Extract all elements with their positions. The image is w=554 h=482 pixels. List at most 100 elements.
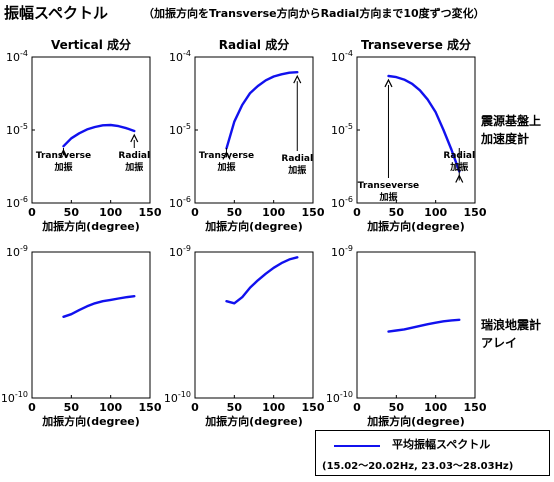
legend-frequency-range: (15.02～20.02Hz, 23.03～28.03Hz) [322, 461, 514, 472]
y-tick-exponent: -4 [183, 49, 191, 58]
y-tick-exponent: -6 [345, 195, 353, 204]
y-tick-label: 10-10 [326, 390, 353, 405]
series-line [225, 70, 299, 150]
sensor-label-array: 瑞浪地震計 アレイ [481, 316, 541, 352]
chart-title: Transeverse 成分 [361, 37, 471, 52]
y-tick-exponent: -6 [20, 195, 28, 204]
y-tick-exponent: -4 [345, 49, 353, 58]
y-tick-base: 10 [331, 197, 345, 210]
x-tick-label: 150 [464, 401, 487, 414]
annotation-label: Transverse [199, 151, 254, 161]
annotation-arrowhead [455, 174, 464, 183]
y-tick-exponent: -6 [183, 195, 191, 204]
y-tick-base: 10 [331, 124, 345, 137]
legend-line-swatch [334, 445, 380, 447]
y-tick-label: 10-4 [6, 49, 28, 64]
sensor-label-line-1: 瑞浪地震計 [481, 318, 542, 332]
y-tick-label: 10-6 [6, 195, 28, 210]
y-tick-base: 10 [1, 392, 15, 405]
y-tick-base: 10 [6, 124, 20, 137]
annotation-arrowhead [222, 151, 231, 160]
y-tick-base: 10 [6, 197, 20, 210]
x-tick-label: 100 [424, 206, 447, 219]
annotation-arrowhead [59, 148, 68, 158]
annotation-arrowhead [384, 78, 393, 88]
annotation-label: 加振 [378, 191, 398, 203]
x-tick-label: 150 [139, 206, 162, 219]
x-tick-label: 100 [99, 401, 122, 414]
x-tick-label: 0 [191, 206, 199, 219]
page-subtitle: （加振方向をTransverse方向からRadial方向まで10度ずつ変化） [143, 7, 485, 20]
series-line [62, 295, 136, 318]
annotation-label: Transverse [36, 151, 91, 161]
series-line [387, 318, 461, 333]
sensor-label-line-1: 震源基盤上 [481, 114, 542, 128]
y-tick-exponent: -4 [20, 49, 28, 58]
legend-title: 平均振幅スペクトル [392, 438, 491, 451]
x-axis-label: 加振方向(degree) [366, 414, 465, 428]
x-tick-label: 0 [28, 401, 36, 414]
annotation-label: 加振 [124, 161, 144, 173]
x-axis-label: 加振方向(degree) [366, 219, 465, 233]
series-line [225, 256, 299, 305]
x-tick-label: 50 [64, 206, 80, 219]
sensor-label-line-2: 加速度計 [481, 132, 530, 146]
y-tick-label: 10-10 [164, 390, 191, 405]
y-tick-label: 10-6 [331, 195, 353, 210]
annotation-label: Radial [443, 151, 475, 161]
series-line [62, 123, 136, 148]
y-tick-label: 10-5 [331, 122, 353, 137]
series-line [387, 74, 461, 173]
y-tick-exponent: -5 [20, 122, 28, 131]
annotation-label: 加振 [216, 161, 236, 173]
plot-frame [356, 251, 476, 399]
annotation-label: Transeverse [358, 181, 419, 191]
annotation-label: 加振 [287, 164, 307, 176]
x-tick-label: 0 [28, 206, 36, 219]
x-tick-label: 50 [227, 206, 243, 219]
y-tick-label: 10-5 [6, 122, 28, 137]
x-axis-label: 加振方向(degree) [204, 219, 303, 233]
y-tick-label: 10-10 [1, 390, 28, 405]
x-tick-label: 150 [464, 206, 487, 219]
y-tick-base: 10 [169, 51, 183, 64]
x-tick-label: 50 [389, 206, 405, 219]
y-tick-exponent: -10 [178, 390, 191, 399]
y-tick-base: 10 [331, 246, 345, 259]
x-tick-label: 0 [353, 206, 361, 219]
y-tick-exponent: -9 [183, 244, 191, 253]
annotation-label: 加振 [53, 161, 73, 173]
y-tick-exponent: -5 [345, 122, 353, 131]
plot-frame [194, 251, 314, 399]
y-tick-label: 10-9 [331, 244, 353, 259]
sensor-label-line-2: アレイ [481, 336, 518, 350]
legend: 平均振幅スペクトル (15.02～20.02Hz, 23.03～28.03Hz) [315, 430, 550, 476]
y-tick-base: 10 [164, 392, 178, 405]
plot-frame [31, 251, 151, 399]
y-tick-base: 10 [169, 246, 183, 259]
x-tick-label: 100 [262, 401, 285, 414]
annotation-arrowhead [293, 74, 302, 84]
sensor-label-accelerometer: 震源基盤上 加速度計 [481, 112, 541, 148]
page-title: 振幅スペクトル [4, 4, 108, 22]
y-tick-base: 10 [326, 392, 340, 405]
y-tick-exponent: -10 [340, 390, 353, 399]
x-tick-label: 150 [139, 401, 162, 414]
y-tick-base: 10 [169, 197, 183, 210]
y-tick-label: 10-4 [331, 49, 353, 64]
y-tick-base: 10 [331, 51, 345, 64]
x-tick-label: 0 [191, 401, 199, 414]
annotation-arrowhead [130, 133, 139, 143]
y-tick-label: 10-6 [169, 195, 191, 210]
annotation-label: Radial [118, 151, 150, 161]
x-tick-label: 100 [262, 206, 285, 219]
x-tick-label: 50 [227, 401, 243, 414]
y-tick-exponent: -5 [183, 122, 191, 131]
y-tick-base: 10 [169, 124, 183, 137]
chart-title: Vertical 成分 [51, 37, 131, 52]
y-tick-exponent: -9 [345, 244, 353, 253]
y-tick-exponent: -10 [15, 390, 28, 399]
chart-title: Radial 成分 [219, 37, 289, 52]
annotation-label: 加振 [449, 161, 469, 173]
